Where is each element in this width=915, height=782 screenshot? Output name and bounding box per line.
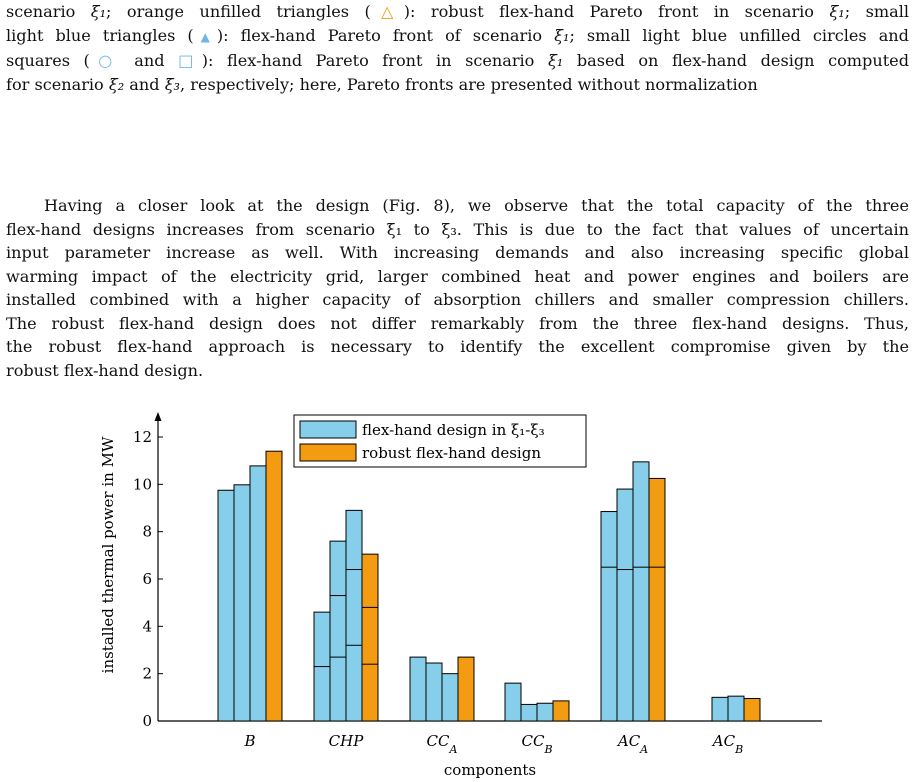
x-tick-label: CHP xyxy=(329,732,365,750)
bar xyxy=(504,682,522,722)
bar xyxy=(552,700,570,722)
bar xyxy=(249,465,267,722)
caption-text: ; small light blue unfilled circles and xyxy=(569,25,909,45)
y-tick-label: 2 xyxy=(142,665,152,683)
caption-text: scenario xyxy=(6,2,91,21)
caption-line: scenario ξ₁; orange unfilled triangles (… xyxy=(6,0,909,24)
bar xyxy=(711,696,729,722)
paragraph-line: flex-hand designs increases from scenari… xyxy=(6,219,909,239)
bar xyxy=(632,461,650,722)
caption-text: ; small xyxy=(844,2,909,21)
bar xyxy=(536,702,554,722)
caption-text: ): robust flex-hand Pareto front in scen… xyxy=(403,2,830,21)
bar xyxy=(520,703,538,722)
math-symbol: ξ₃ xyxy=(164,74,181,94)
bar xyxy=(345,509,363,722)
y-tick-label: 4 xyxy=(142,617,152,635)
caption-text: ): flex-hand Pareto front of scenario xyxy=(216,25,555,45)
caption-line: squares (○ and □): flex-hand Pareto fron… xyxy=(6,49,909,73)
bar xyxy=(600,511,618,722)
y-axis-arrow-icon xyxy=(154,412,162,421)
paragraph-line: robust flex-hand design. xyxy=(6,360,204,380)
x-tick-label: ACA xyxy=(616,732,648,756)
bar xyxy=(329,540,347,722)
paragraph-line: installed combined with a higher capacit… xyxy=(6,290,909,309)
caption-text: and xyxy=(124,74,165,94)
bar xyxy=(727,695,745,722)
math-symbol: ξ₁ xyxy=(829,2,845,21)
caption-text: squares ( xyxy=(6,51,90,70)
y-tick-label: 12 xyxy=(133,428,152,446)
paragraph-line: warming impact of the electricity grid, … xyxy=(6,266,909,286)
legend-label: robust flex-hand design xyxy=(362,444,541,462)
y-tick-label: 10 xyxy=(133,475,152,493)
y-tick-label: 6 xyxy=(142,570,152,588)
legend-symbol-icon: △ xyxy=(370,2,404,21)
bar xyxy=(361,553,379,722)
paragraph-line: the robust flex-hand approach is necessa… xyxy=(6,337,909,356)
x-tick-label: ACB xyxy=(711,732,743,756)
math-symbol: ξ₁ xyxy=(90,2,107,21)
caption-text: and xyxy=(120,51,179,70)
y-axis-label: installed thermal power in MW xyxy=(99,436,117,673)
figure-caption-tail: scenario ξ₁; orange unfilled triangles (… xyxy=(6,0,909,96)
math-symbol: ξ₁ xyxy=(547,51,564,70)
caption-text: ; orange unfilled triangles ( xyxy=(106,2,371,21)
paragraph-line: input parameter increase as well. With i… xyxy=(6,243,909,262)
bar xyxy=(409,656,427,722)
caption-text: for scenario xyxy=(6,74,109,94)
legend-swatch xyxy=(299,443,357,462)
caption-text: based on flex-hand design computed xyxy=(563,51,909,70)
bar xyxy=(441,673,459,722)
bar xyxy=(648,477,666,722)
bar xyxy=(743,698,761,722)
bar xyxy=(265,450,283,722)
caption-line: for scenario ξ₂ and ξ₃, respectively; he… xyxy=(6,73,909,97)
y-tick-label: 0 xyxy=(142,712,152,730)
legend-swatch xyxy=(299,420,357,439)
caption-text: ): flex-hand Pareto front in scenario xyxy=(201,51,548,70)
legend-symbol-icon: ○ xyxy=(89,51,121,70)
caption-text: , respectively; here, Pareto fronts are … xyxy=(180,74,758,94)
paragraph-line: The robust flex-hand design does not dif… xyxy=(6,313,909,333)
bar xyxy=(425,662,443,722)
legend-label: flex-hand design in ξ₁-ξ₃ xyxy=(362,421,545,439)
x-tick-label: CCA xyxy=(427,732,458,756)
bar xyxy=(616,488,634,722)
y-tick-label: 8 xyxy=(142,523,152,541)
x-tick-label: CCB xyxy=(521,732,552,756)
math-symbol: ξ₁ xyxy=(554,25,570,45)
paragraph-line: Having a closer look at the design (Fig.… xyxy=(44,196,909,215)
bar xyxy=(233,484,251,722)
x-axis-label: components xyxy=(444,761,536,779)
bar xyxy=(457,656,475,722)
math-symbol: ξ₂ xyxy=(108,74,125,94)
caption-text: light blue triangles ( xyxy=(6,25,194,45)
legend-symbol-icon: ▲ xyxy=(193,29,217,44)
caption-line: light blue triangles (▲): flex-hand Pare… xyxy=(6,24,909,50)
x-tick-label: B xyxy=(243,732,255,750)
legend-symbol-icon: □ xyxy=(178,51,202,70)
body-paragraph: Having a closer look at the design (Fig.… xyxy=(6,194,909,382)
bar xyxy=(217,489,235,722)
